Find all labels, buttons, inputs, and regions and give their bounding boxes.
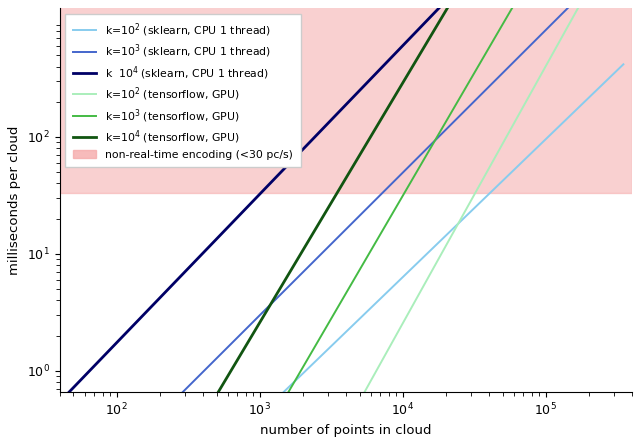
- X-axis label: number of points in cloud: number of points in cloud: [260, 424, 431, 437]
- Legend: k=$10^2$ (sklearn, CPU 1 thread), k=$10^3$ (sklearn, CPU 1 thread), k  $10^4$ (s: k=$10^2$ (sklearn, CPU 1 thread), k=$10^…: [65, 14, 301, 167]
- Bar: [60, 0, 632, 193]
- Y-axis label: milliseconds per cloud: milliseconds per cloud: [8, 125, 21, 275]
